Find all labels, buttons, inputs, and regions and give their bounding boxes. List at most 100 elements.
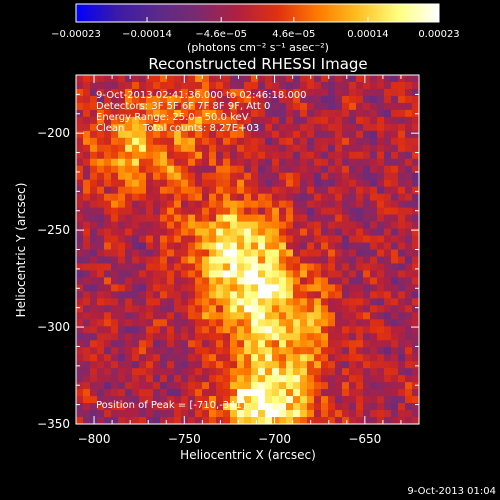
heatmap-cell	[111, 172, 119, 181]
heatmap-cell	[391, 298, 399, 306]
heatmap-cell	[300, 207, 308, 216]
heatmap-cell	[258, 130, 266, 139]
heatmap-cell	[83, 130, 91, 139]
heatmap-cell	[300, 75, 308, 83]
heatmap-cell	[377, 221, 385, 230]
heatmap-cell	[244, 298, 252, 306]
heatmap-cell	[230, 249, 238, 258]
heatmap-cell	[342, 291, 350, 299]
heatmap-cell	[251, 347, 259, 355]
heatmap-cell	[237, 221, 245, 230]
heatmap-cell	[237, 137, 245, 146]
heatmap-cell	[97, 375, 105, 383]
heatmap-cell	[335, 410, 343, 418]
heatmap-cell	[104, 305, 112, 313]
heatmap-cell	[391, 123, 399, 132]
heatmap-cell	[209, 179, 217, 188]
heatmap-cell	[272, 95, 280, 104]
heatmap-cell	[251, 130, 259, 139]
heatmap-cell	[391, 221, 399, 230]
heatmap-cell	[377, 158, 385, 167]
heatmap-cell	[258, 361, 266, 369]
heatmap-cell	[125, 333, 133, 341]
heatmap-cell	[153, 270, 161, 279]
heatmap-cell	[132, 130, 140, 139]
heatmap-cell	[104, 95, 112, 104]
heatmap-cell	[335, 172, 343, 181]
heatmap-cell	[118, 81, 126, 90]
heatmap-cell	[405, 137, 413, 146]
heatmap-cell	[370, 207, 378, 216]
heatmap-cell	[251, 214, 259, 223]
heatmap-cell	[356, 116, 364, 125]
heatmap-cell	[272, 382, 280, 390]
heatmap-cell	[251, 151, 259, 160]
heatmap-cell	[223, 403, 231, 411]
heatmap-cell	[265, 123, 273, 132]
heatmap-cell	[349, 109, 357, 118]
heatmap-cell	[153, 158, 161, 167]
colorbar-tick-label: 4.6e−05	[272, 29, 315, 40]
heatmap-cell	[230, 284, 238, 292]
heatmap-cell	[160, 179, 168, 188]
heatmap-cell	[391, 333, 399, 341]
heatmap-cell	[370, 186, 378, 195]
heatmap-cell	[97, 228, 105, 237]
heatmap-cell	[349, 137, 357, 146]
heatmap-cell	[195, 340, 203, 348]
heatmap-cell	[146, 242, 154, 251]
heatmap-cell	[76, 172, 84, 181]
heatmap-cell	[209, 193, 217, 202]
heatmap-cell	[174, 102, 182, 111]
heatmap-cell	[132, 375, 140, 383]
heatmap-cell	[132, 116, 140, 125]
heatmap-cell	[398, 193, 406, 202]
heatmap-cell	[398, 382, 406, 390]
heatmap-cell	[377, 179, 385, 188]
heatmap-cell	[237, 354, 245, 362]
heatmap-cell	[230, 354, 238, 362]
heatmap-cell	[244, 123, 252, 132]
heatmap-cell	[118, 417, 126, 425]
heatmap-cell	[125, 179, 133, 188]
heatmap-cell	[111, 361, 119, 369]
heatmap-cell	[349, 165, 357, 174]
heatmap-cell	[300, 410, 308, 418]
heatmap-cell	[111, 312, 119, 320]
heatmap-cell	[97, 417, 105, 425]
heatmap-cell	[181, 410, 189, 418]
heatmap-cell	[405, 95, 413, 104]
heatmap-cell	[83, 333, 91, 341]
heatmap-cell	[111, 200, 119, 209]
heatmap-cell	[230, 200, 238, 209]
heatmap-cell	[76, 263, 84, 272]
heatmap-cell	[146, 214, 154, 223]
heatmap-cell	[195, 102, 203, 111]
heatmap-cell	[125, 361, 133, 369]
heatmap-cell	[230, 242, 238, 251]
heatmap-cell	[125, 109, 133, 118]
heatmap-cell	[328, 214, 336, 223]
heatmap-cell	[174, 186, 182, 195]
heatmap-cell	[111, 144, 119, 153]
heatmap-cell	[384, 340, 392, 348]
heatmap-cell	[181, 354, 189, 362]
heatmap-cell	[223, 256, 231, 265]
heatmap-cell	[188, 242, 196, 251]
heatmap-cell	[258, 347, 266, 355]
heatmap-cell	[83, 179, 91, 188]
heatmap-cell	[335, 88, 343, 97]
colorbar-unit-label: (photons cm⁻² s⁻¹ asec⁻²)	[187, 41, 329, 54]
heatmap-cell	[125, 396, 133, 404]
heatmap-cell	[405, 382, 413, 390]
heatmap-cell	[167, 172, 175, 181]
heatmap-cell	[272, 347, 280, 355]
heatmap-cell	[412, 270, 420, 279]
heatmap-cell	[223, 116, 231, 125]
heatmap-cell	[398, 396, 406, 404]
heatmap-cell	[139, 270, 147, 279]
heatmap-cell	[139, 319, 147, 327]
heatmap-cell	[244, 277, 252, 285]
heatmap-cell	[188, 137, 196, 146]
heatmap-cell	[202, 95, 210, 104]
